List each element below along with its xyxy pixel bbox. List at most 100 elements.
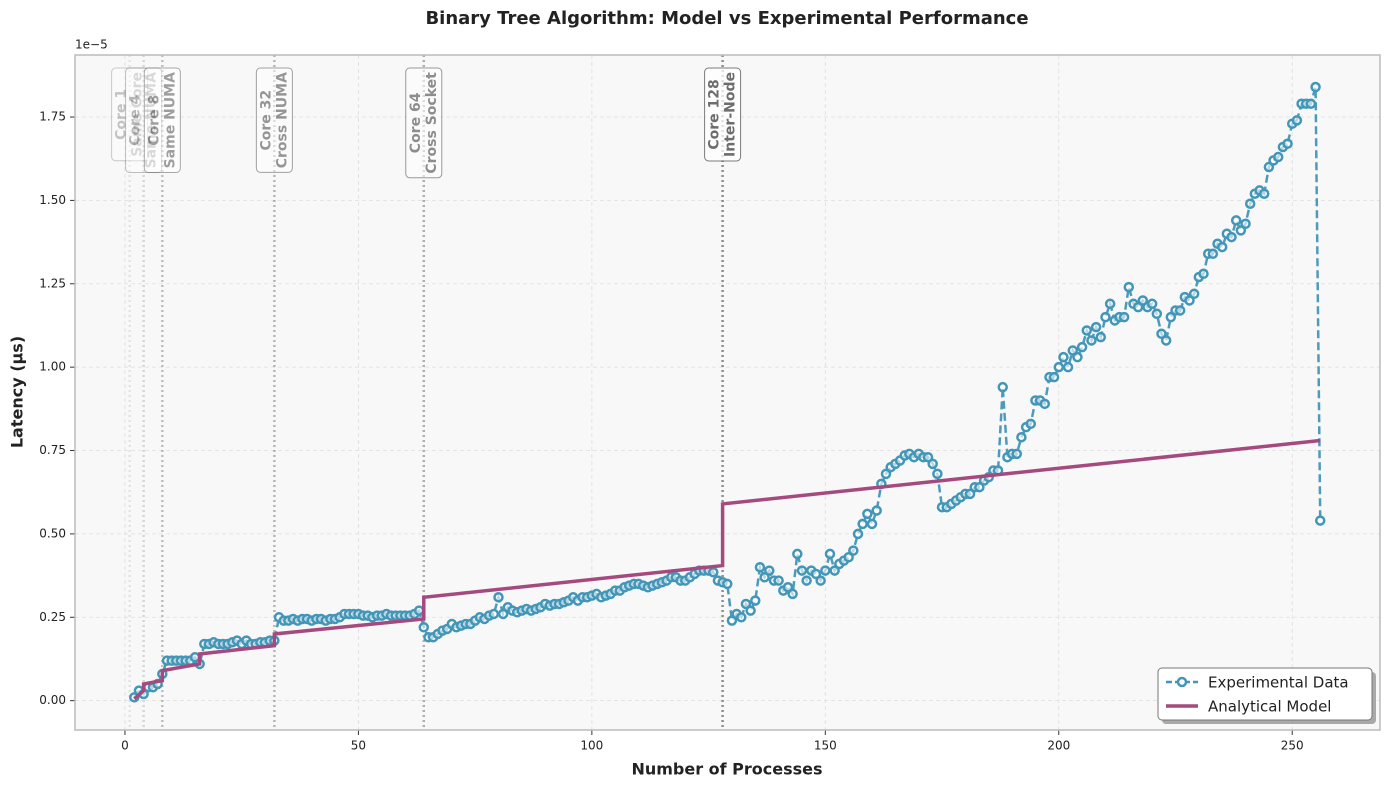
data-point — [1235, 225, 1247, 236]
data-point — [1072, 351, 1083, 363]
annotation-text: Core 64 — [408, 92, 424, 153]
x-axis-label: Number of Processes — [631, 760, 822, 779]
data-point — [722, 578, 733, 590]
data-point — [1263, 161, 1275, 173]
data-point — [815, 575, 826, 586]
annotation-text: Core 4 — [128, 95, 144, 146]
data-point — [1160, 335, 1172, 346]
data-point — [1062, 361, 1074, 373]
data-point — [787, 588, 798, 600]
annotation-box — [255, 67, 293, 173]
annotation-text: Core 32 — [258, 90, 274, 151]
data-point — [493, 592, 504, 603]
data-point — [754, 562, 766, 573]
data-point — [1095, 331, 1107, 343]
annotation-label: Core 64 Cross Socket — [405, 67, 443, 179]
data-point — [413, 605, 425, 616]
data-point — [1123, 281, 1135, 293]
x-tick-label: 100 — [580, 739, 603, 753]
data-point — [1207, 248, 1219, 260]
data-point — [764, 565, 775, 576]
annotation-label: Core 4Same NUMA — [125, 67, 163, 174]
data-point — [1086, 335, 1097, 346]
annotation-text: Core 128 — [707, 79, 723, 149]
data-point — [843, 551, 854, 563]
data-point — [1100, 311, 1111, 323]
y-axis-label: Latency (μs) — [8, 336, 27, 448]
data-point — [759, 572, 770, 583]
annotation-label: Core 8 Same NUMA — [143, 67, 181, 174]
data-point — [1184, 295, 1195, 306]
y-tick-label: 0.00 — [39, 693, 66, 707]
data-point — [1240, 218, 1251, 229]
data-point — [927, 458, 938, 470]
data-point — [1132, 301, 1144, 313]
data-point — [792, 548, 803, 560]
annotation-text: Cross Socket — [424, 72, 440, 174]
series-line — [133, 438, 1321, 701]
data-point — [1016, 431, 1027, 443]
data-point — [708, 567, 719, 578]
data-point — [1048, 371, 1060, 383]
y-tick-label: 1.50 — [39, 193, 66, 207]
data-point — [932, 468, 943, 480]
data-point — [1011, 448, 1022, 460]
y-tick-label: 1.25 — [39, 276, 66, 290]
data-point — [1165, 311, 1177, 323]
data-point — [1226, 231, 1237, 243]
data-point — [1310, 81, 1321, 93]
annotation-text: Same Core — [130, 72, 146, 157]
data-point — [824, 548, 836, 560]
data-point — [1039, 398, 1051, 410]
data-point — [1230, 215, 1242, 226]
data-point — [773, 575, 784, 586]
y-offset-label: 1e−5 — [75, 38, 108, 52]
data-point — [922, 451, 934, 463]
data-point — [1305, 98, 1317, 109]
data-point — [1258, 188, 1270, 199]
y-tick-label: 0.25 — [39, 610, 66, 624]
y-tick-label: 0.75 — [39, 443, 66, 457]
data-point — [801, 575, 812, 586]
data-point — [726, 615, 738, 626]
data-point — [1156, 328, 1167, 340]
legend-marker — [1176, 676, 1188, 688]
data-point — [1216, 241, 1228, 253]
annotation-text: Same NUMA — [162, 72, 178, 169]
annotation-label: Core 32 Cross NUMA — [255, 67, 293, 173]
annotation-text: Inter-Node — [723, 72, 739, 157]
data-point — [1137, 295, 1149, 306]
data-point — [880, 468, 892, 480]
data-point — [418, 622, 430, 633]
data-point — [1198, 268, 1209, 280]
y-tick-label: 1.00 — [39, 360, 66, 374]
data-point — [1244, 198, 1256, 209]
legend-label: Experimental Data — [1208, 674, 1349, 692]
data-point — [750, 595, 761, 606]
data-point — [1118, 311, 1130, 323]
legend-label: Analytical Model — [1208, 698, 1331, 716]
data-point — [1090, 321, 1102, 333]
x-tick-label: 0 — [121, 739, 129, 753]
data-point — [810, 568, 822, 580]
legend — [1157, 667, 1373, 721]
annotation-label: Core 128 Inter-Node — [704, 67, 742, 162]
annotation-box — [111, 67, 149, 162]
annotation-box — [405, 67, 443, 179]
data-point — [736, 612, 747, 623]
annotation-label: Core 1Same Core — [111, 67, 149, 162]
data-point — [820, 565, 831, 576]
data-point — [740, 598, 752, 610]
data-point — [1104, 298, 1116, 310]
data-point — [1314, 515, 1326, 526]
data-point — [852, 528, 864, 540]
data-point — [974, 481, 985, 493]
annotation-text: Core 8 — [146, 95, 162, 146]
data-point — [1188, 288, 1200, 300]
data-point — [1067, 345, 1079, 356]
data-point — [866, 518, 878, 530]
annotation-box — [125, 67, 163, 174]
x-tick-label: 250 — [1281, 739, 1304, 753]
annotation-text: Cross NUMA — [274, 72, 290, 168]
